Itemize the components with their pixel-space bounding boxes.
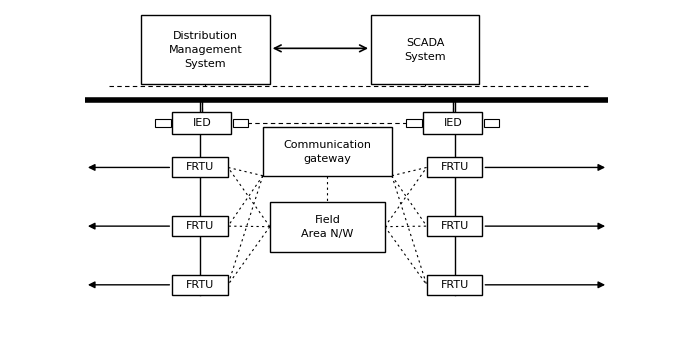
Text: FRTU: FRTU [186,163,214,173]
FancyBboxPatch shape [406,119,421,127]
FancyBboxPatch shape [371,15,479,84]
FancyBboxPatch shape [427,157,482,177]
FancyBboxPatch shape [424,112,482,134]
FancyBboxPatch shape [484,119,499,127]
Text: FRTU: FRTU [440,163,469,173]
FancyBboxPatch shape [172,275,228,295]
FancyBboxPatch shape [427,216,482,236]
FancyBboxPatch shape [172,112,232,134]
Text: Communication
gateway: Communication gateway [284,140,371,164]
FancyBboxPatch shape [172,157,228,177]
FancyBboxPatch shape [172,216,228,236]
Text: FRTU: FRTU [186,280,214,290]
FancyBboxPatch shape [233,119,248,127]
Text: IED: IED [193,118,211,128]
Text: FRTU: FRTU [440,280,469,290]
FancyBboxPatch shape [262,127,392,176]
Text: FRTU: FRTU [440,221,469,231]
Text: Distribution
Management
System: Distribution Management System [169,31,242,69]
Text: IED: IED [444,118,462,128]
Text: Field
Area N/W: Field Area N/W [301,215,354,239]
Text: SCADA
System: SCADA System [404,38,446,62]
FancyBboxPatch shape [141,15,270,84]
Text: FRTU: FRTU [186,221,214,231]
FancyBboxPatch shape [270,201,385,252]
FancyBboxPatch shape [427,275,482,295]
FancyBboxPatch shape [155,119,171,127]
